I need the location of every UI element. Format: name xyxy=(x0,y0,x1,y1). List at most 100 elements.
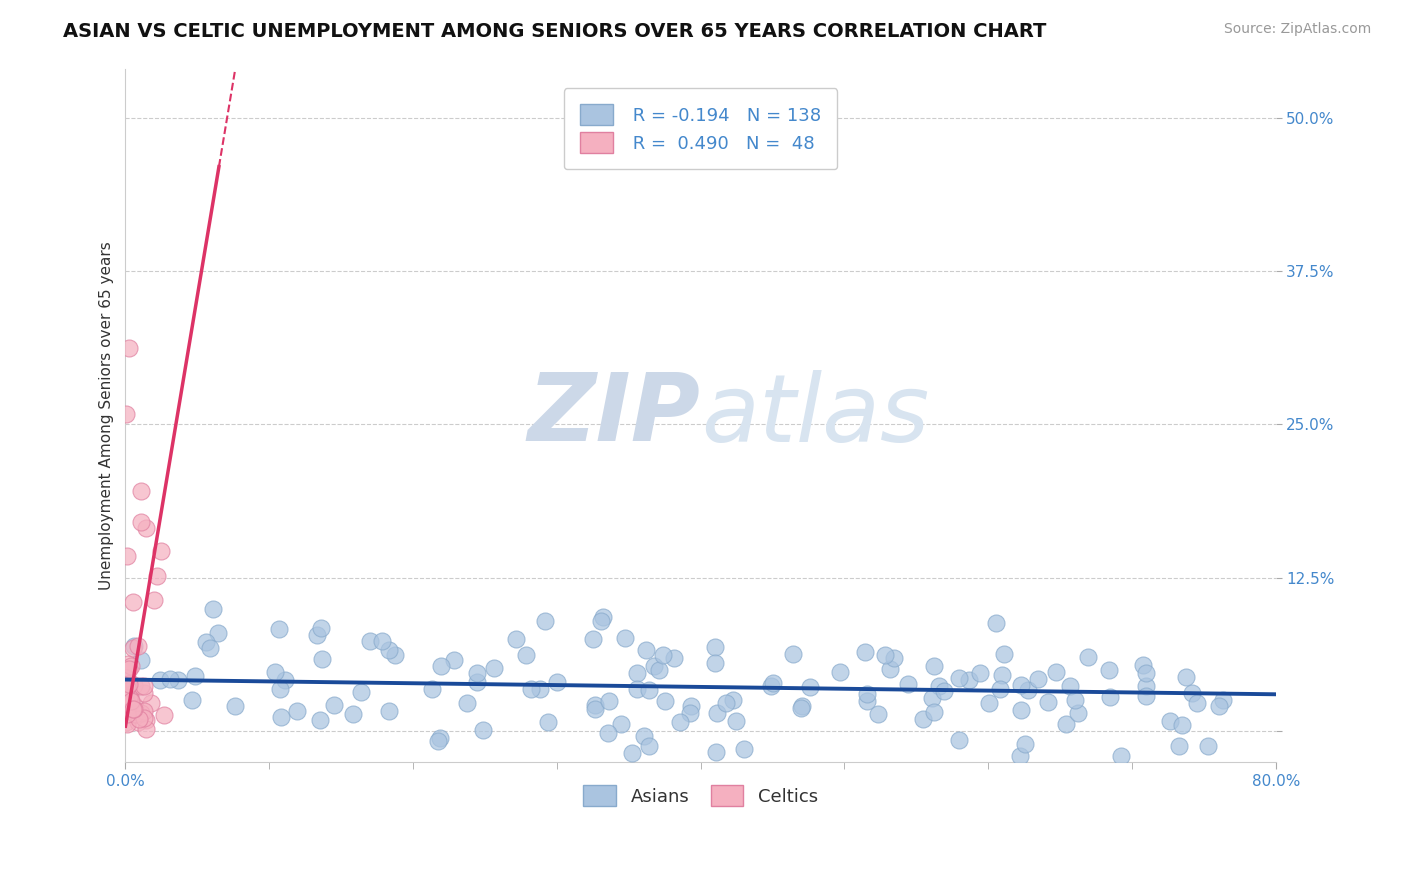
Point xyxy=(384,648,406,663)
Point xyxy=(583,702,606,716)
Point xyxy=(1168,739,1191,753)
Point xyxy=(505,632,527,647)
Point xyxy=(634,643,657,657)
Point xyxy=(759,679,782,693)
Point xyxy=(201,601,224,615)
Point xyxy=(1045,665,1067,680)
Point xyxy=(529,681,551,696)
Point xyxy=(537,715,560,730)
Point xyxy=(1077,650,1099,665)
Point xyxy=(129,653,152,667)
Point xyxy=(122,698,145,713)
Point xyxy=(1036,695,1059,709)
Point xyxy=(309,622,332,636)
Point xyxy=(120,694,142,708)
Point xyxy=(534,614,557,628)
Point xyxy=(134,711,156,725)
Point xyxy=(342,706,364,721)
Point xyxy=(934,683,956,698)
Point xyxy=(114,671,136,685)
Point xyxy=(135,714,157,728)
Point xyxy=(922,705,945,719)
Point xyxy=(309,714,332,728)
Point xyxy=(127,714,149,729)
Point xyxy=(430,658,453,673)
Point xyxy=(1010,748,1032,763)
Point xyxy=(359,633,381,648)
Point xyxy=(270,710,292,724)
Point xyxy=(921,690,943,705)
Point xyxy=(897,677,920,691)
Point xyxy=(122,641,145,656)
Point xyxy=(120,659,142,673)
Point xyxy=(957,673,980,687)
Point xyxy=(114,679,136,693)
Point xyxy=(132,686,155,700)
Point xyxy=(651,648,673,663)
Point xyxy=(703,656,725,670)
Point xyxy=(127,639,149,653)
Point xyxy=(799,680,821,694)
Text: ZIP: ZIP xyxy=(527,369,700,461)
Point xyxy=(782,648,804,662)
Point xyxy=(1171,718,1194,732)
Point xyxy=(790,701,813,715)
Point xyxy=(626,681,648,696)
Point xyxy=(828,665,851,680)
Point xyxy=(633,729,655,743)
Point xyxy=(762,676,785,690)
Point xyxy=(118,698,141,712)
Point xyxy=(1010,703,1032,717)
Point xyxy=(264,665,287,680)
Point xyxy=(592,610,614,624)
Point xyxy=(135,722,157,736)
Point xyxy=(114,407,136,421)
Point xyxy=(456,696,478,710)
Point xyxy=(1028,672,1050,686)
Point xyxy=(986,615,1008,630)
Point xyxy=(471,723,494,738)
Point xyxy=(146,568,169,582)
Point xyxy=(988,681,1011,696)
Point xyxy=(948,732,970,747)
Point xyxy=(1174,670,1197,684)
Point xyxy=(122,639,145,653)
Point xyxy=(853,645,876,659)
Point xyxy=(115,683,138,698)
Point xyxy=(856,687,879,701)
Point xyxy=(621,746,644,760)
Point xyxy=(207,625,229,640)
Point xyxy=(141,697,163,711)
Point xyxy=(129,679,152,693)
Point xyxy=(115,678,138,692)
Point xyxy=(285,704,308,718)
Point xyxy=(868,707,890,722)
Point xyxy=(648,663,671,677)
Point xyxy=(115,714,138,729)
Point xyxy=(180,693,202,707)
Point xyxy=(679,706,702,720)
Point xyxy=(912,712,935,726)
Point xyxy=(1187,697,1209,711)
Point xyxy=(122,678,145,692)
Point xyxy=(124,701,146,715)
Point xyxy=(1059,679,1081,693)
Point xyxy=(167,673,190,687)
Point xyxy=(515,648,537,662)
Point xyxy=(124,707,146,722)
Point xyxy=(681,699,703,714)
Point xyxy=(115,549,138,563)
Point xyxy=(725,714,748,729)
Point xyxy=(311,651,333,665)
Point xyxy=(115,671,138,685)
Point xyxy=(1132,657,1154,672)
Point xyxy=(583,698,606,712)
Y-axis label: Unemployment Among Seniors over 65 years: Unemployment Among Seniors over 65 years xyxy=(100,241,114,590)
Point xyxy=(1014,737,1036,751)
Point xyxy=(1111,748,1133,763)
Point xyxy=(117,690,139,704)
Point xyxy=(721,693,744,707)
Point xyxy=(879,661,901,675)
Point xyxy=(704,640,727,654)
Point xyxy=(118,706,141,720)
